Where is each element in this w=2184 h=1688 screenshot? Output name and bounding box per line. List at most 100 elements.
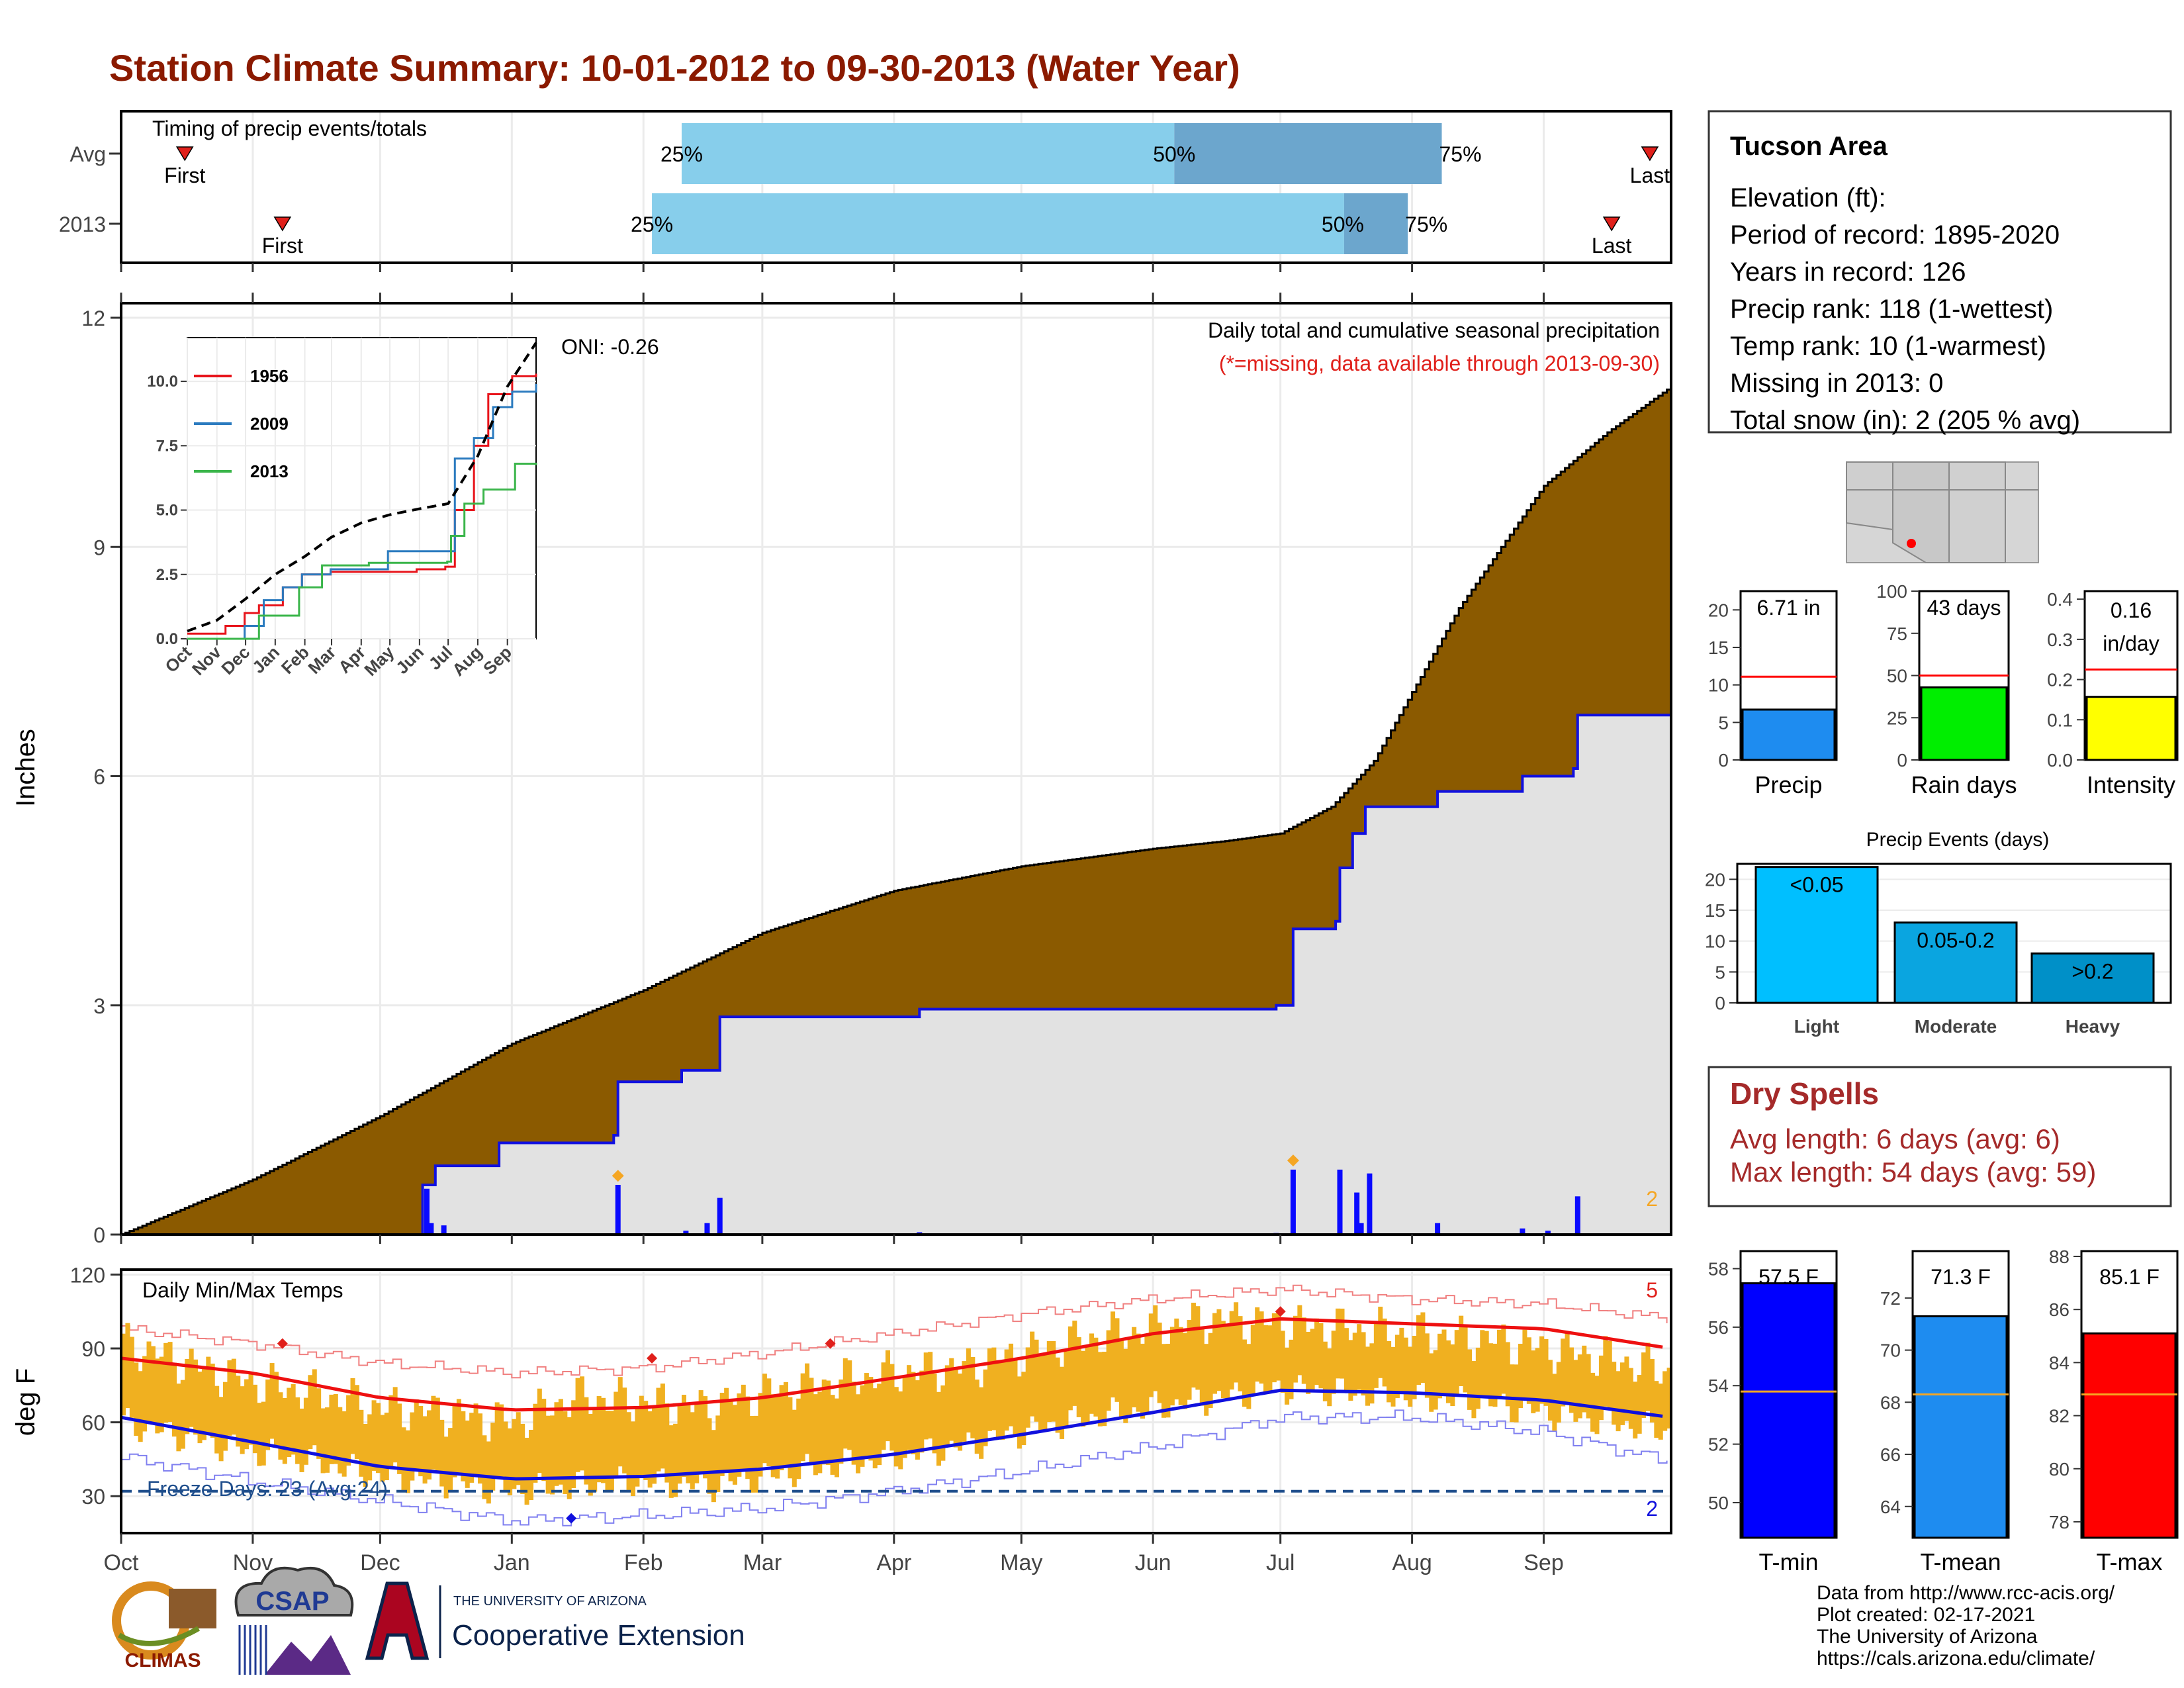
daily-temp-bar (1327, 1348, 1332, 1407)
daily-temp-bar (1445, 1340, 1451, 1403)
daily-temp-bar (431, 1395, 436, 1470)
daily-temp-bar (779, 1385, 784, 1471)
y-tick-label: 9 (93, 536, 105, 559)
daily-temp-bar (770, 1394, 776, 1477)
event-category-label: Heavy (2066, 1016, 2120, 1037)
daily-temp-bar (210, 1363, 215, 1438)
daily-temp-bar (461, 1411, 466, 1481)
station-location-dot (1907, 539, 1916, 548)
daily-precip-bar (428, 1223, 434, 1235)
daily-temp-bar (652, 1405, 657, 1484)
daily-temp-bar (291, 1383, 296, 1455)
daily-temp-bar (1263, 1325, 1269, 1393)
daily-temp-bar (359, 1409, 364, 1477)
mini-bar-tick: 5 (1718, 712, 1729, 733)
timing-row-label: Avg (69, 142, 106, 166)
month-label: Jan (494, 1550, 530, 1575)
daily-temp-bar (571, 1400, 576, 1489)
first-label: First (262, 234, 303, 258)
y-tick-label: 30 (81, 1485, 105, 1509)
record-high-marker (647, 1352, 658, 1364)
daily-temp-bar (180, 1380, 185, 1449)
daily-temp-bar (1318, 1323, 1324, 1389)
temp-bar-tick: 78 (2049, 1512, 2070, 1532)
dry-spells-box: Dry Spells Avg length: 6 days (avg: 6)Max… (1707, 1066, 2172, 1207)
daily-temp-bar (1403, 1337, 1408, 1401)
daily-temp-bar (159, 1356, 164, 1432)
daily-temp-bar (375, 1403, 381, 1474)
credit-line: The University of Arizona (1817, 1626, 2038, 1648)
daily-temp-bar (1306, 1331, 1311, 1394)
daily-temp-bar (626, 1412, 631, 1490)
daily-temp-bar (1250, 1325, 1255, 1395)
daily-temp-bar (380, 1415, 385, 1482)
daily-temp-bar (1021, 1372, 1026, 1445)
daily-temp-bar (324, 1407, 330, 1473)
temp-panel: 30 60 90 120 deg F Freeze Days: 23 (Avg:24) Da… (11, 1263, 1672, 1534)
temp-bar-value-label: 71.3 F (1931, 1265, 1991, 1289)
inset-y-tick: 7.5 (156, 437, 178, 455)
daily-temp-bar (1115, 1318, 1120, 1402)
daily-temp-bar (821, 1380, 827, 1465)
daily-temp-bar (974, 1380, 979, 1454)
daily-temp-bar (146, 1341, 152, 1422)
daily-temp-bar (1598, 1355, 1604, 1421)
daily-temp-bar (724, 1387, 729, 1473)
daily-temp-bar (350, 1378, 355, 1454)
daily-temp-bar (579, 1376, 584, 1471)
temp-frame (120, 1268, 1672, 1534)
series-2013 (187, 463, 537, 640)
daily-temp-bar (1216, 1309, 1222, 1391)
daily-temp-bar (1645, 1342, 1651, 1411)
daily-precip-bar (441, 1225, 447, 1235)
daily-temp-bar (1505, 1342, 1510, 1407)
daily-temp-bar (1510, 1364, 1515, 1423)
daily-temp-bar (1246, 1344, 1251, 1409)
daily-temp-bar (138, 1371, 143, 1442)
daily-temp-bar (995, 1360, 1001, 1439)
record-low-count: 2 (1646, 1497, 1658, 1521)
location-map (1846, 461, 2039, 563)
daily-temp-bar (1081, 1350, 1086, 1427)
daily-temp-bar (885, 1350, 890, 1442)
daily-temp-bar (1148, 1313, 1154, 1397)
daily-temp-bar (1343, 1328, 1349, 1393)
daily-temp-bar (1111, 1311, 1116, 1398)
mini-bar-label: Precip (1754, 771, 1822, 798)
daily-temp-bar (329, 1394, 334, 1464)
daily-temp-bar (936, 1391, 941, 1466)
daily-temp-bar (745, 1396, 751, 1479)
daily-temp-bar (575, 1378, 580, 1472)
daily-temp-bar (617, 1377, 623, 1467)
daily-temp-bar (269, 1363, 275, 1439)
mini-bar-value-label: 43 days (1927, 596, 2001, 620)
p75-label: 75% (1439, 142, 1481, 166)
daily-temp-bar (1467, 1349, 1473, 1410)
daily-temp-bar (1034, 1339, 1039, 1422)
daily-temp-bar (121, 1333, 126, 1416)
daily-precip-bar (615, 1184, 621, 1235)
daily-temp-bar (877, 1383, 882, 1466)
daily-temp-bar (1463, 1324, 1468, 1393)
temp-bar-value (2082, 1332, 2177, 1539)
daily-temp-bar (915, 1380, 920, 1460)
daily-temp-bar (422, 1416, 428, 1484)
daily-temp-bar (1615, 1371, 1621, 1432)
daily-precip-bar (1574, 1196, 1580, 1235)
daily-temp-bar (809, 1378, 814, 1464)
daily-temp-bar (1072, 1321, 1077, 1406)
timing-heading: Timing of precip events/totals (152, 117, 427, 140)
daily-temp-bar (248, 1372, 253, 1445)
record-high-count: 5 (1646, 1278, 1658, 1302)
max-event-marker (612, 1170, 624, 1182)
daily-temp-bar (1454, 1330, 1459, 1396)
station-line: Temp rank: 10 (1-warmest) (1730, 332, 2046, 361)
daily-temp-bar (371, 1400, 377, 1471)
month-label: Aug (1392, 1550, 1432, 1575)
dry-frame (1707, 1066, 2172, 1207)
daily-temp-bar (1378, 1306, 1383, 1378)
daily-temp-bar (707, 1418, 712, 1494)
month-label: Dec (360, 1550, 400, 1575)
daily-temp-bar (193, 1359, 199, 1435)
daily-temp-bar (1013, 1358, 1018, 1436)
